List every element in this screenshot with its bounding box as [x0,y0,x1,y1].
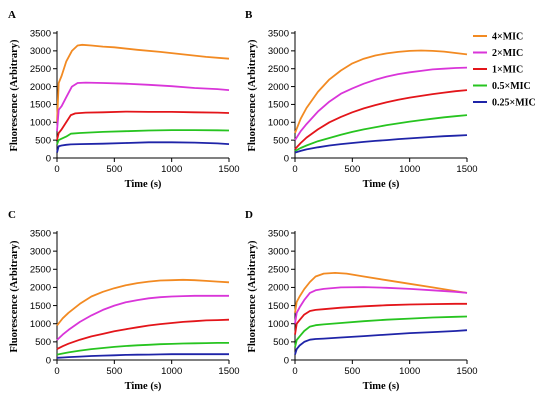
y-tick-label: 3000 [30,46,51,57]
x-tick-label: 500 [106,164,122,175]
x-tick-label: 0 [292,366,297,377]
x-tick-label: 500 [106,366,122,377]
y-tick-label: 1000 [268,319,289,330]
series-line-3 [294,89,468,150]
panel-c: C 0 500 1000 1500 2000 2500 3000 3500 0 500 1000 150… [8,209,240,392]
series-line-3 [56,110,230,141]
legend: 4×MIC 2×MIC 1×MIC 0.5×MIC 0.25×MIC [473,32,536,109]
x-axis-label: Time (s) [125,179,162,190]
y-tick-label: 2500 [30,64,51,75]
series-line-2 [294,286,468,324]
series-line-5 [56,353,229,359]
series-line-1 [56,278,230,327]
y-tick-label: 1500 [30,100,51,111]
y-tick-label: 3500 [268,228,289,239]
y-tick-label: 0 [284,153,289,164]
x-axis-label: Time (s) [363,381,400,392]
panel-d: D 0 500 1000 1500 2000 2500 3000 3500 0 500 1000 150… [245,209,478,392]
x-tick-label: 1500 [456,164,477,175]
y-axis-label: Fluorescence (Arbitrary) [247,39,258,152]
x-tick-label: 500 [344,366,360,377]
x-tick-label: 0 [54,366,59,377]
panel-b: B 0 500 1000 1500 2000 2500 3000 3500 0 500 1000 150… [245,9,478,190]
y-axis-label: Fluorescence (Arbitrary) [9,240,20,353]
series-line-2 [56,81,230,132]
x-tick-label: 1000 [399,366,420,377]
series-line-1 [294,49,468,134]
series-line-2 [56,294,229,341]
y-tick-label: 3500 [30,228,51,239]
y-tick-label: 1500 [30,301,51,312]
y-tick-label: 500 [35,135,51,146]
series-line-3 [56,318,230,350]
series-line-5 [56,141,230,153]
legend-label: 2×MIC [492,48,523,59]
y-tick-label: 3500 [30,28,51,39]
y-tick-label: 1500 [268,100,289,111]
y-tick-label: 1500 [268,301,289,312]
y-tick-label: 2000 [30,283,51,294]
panel-letter: D [245,209,253,221]
y-tick-label: 2000 [268,82,289,93]
y-tick-label: 2500 [30,265,51,276]
x-tick-label: 1500 [456,366,477,377]
legend-label: 0.25×MIC [492,98,536,109]
x-tick-label: 0 [292,164,297,175]
y-tick-label: 2500 [268,265,289,276]
y-tick-label: 0 [46,153,51,164]
x-tick-label: 1500 [218,366,239,377]
x-axis-label: Time (s) [363,179,400,190]
panel-letter: C [8,209,16,221]
series-line-2 [294,66,468,141]
y-tick-label: 3000 [30,246,51,257]
y-tick-label: 3000 [268,46,289,57]
series-line-4 [294,114,468,152]
series-line-5 [294,134,468,154]
x-tick-label: 1000 [399,164,420,175]
y-tick-label: 0 [46,355,51,366]
y-tick-label: 3500 [268,28,289,39]
y-tick-label: 2000 [268,283,289,294]
series-line-1 [294,271,468,313]
series-line-5 [294,329,468,355]
y-tick-label: 2000 [30,82,51,93]
panel-a: A 0 500 1000 1500 2000 2500 3000 3500 0 500 1000 150… [8,9,240,190]
series-line-4 [56,129,230,145]
y-tick-label: 500 [273,135,289,146]
series-line-4 [294,315,468,348]
y-tick-label: 1000 [268,118,289,129]
y-tick-label: 1000 [30,319,51,330]
x-tick-label: 0 [54,164,59,175]
x-tick-label: 500 [344,164,360,175]
series-line-1 [56,43,230,123]
y-tick-label: 3000 [268,246,289,257]
legend-label: 0.5×MIC [492,81,531,92]
y-tick-label: 500 [273,337,289,348]
y-tick-label: 2500 [268,64,289,75]
x-tick-label: 1500 [218,164,239,175]
x-tick-label: 1000 [161,366,182,377]
panel-letter: A [8,9,16,21]
x-tick-label: 1000 [161,164,182,175]
x-axis-label: Time (s) [125,381,162,392]
series-line-4 [56,341,229,356]
y-tick-label: 500 [35,337,51,348]
y-tick-label: 0 [284,355,289,366]
y-axis-label: Fluorescence (Arbitrary) [9,39,20,152]
series-line-3 [294,302,467,335]
panel-letter: B [245,9,253,21]
y-axis-label: Fluorescence (Arbitrary) [247,240,258,353]
y-tick-label: 1000 [30,118,51,129]
legend-label: 1×MIC [492,65,523,76]
legend-label: 4×MIC [492,32,523,43]
